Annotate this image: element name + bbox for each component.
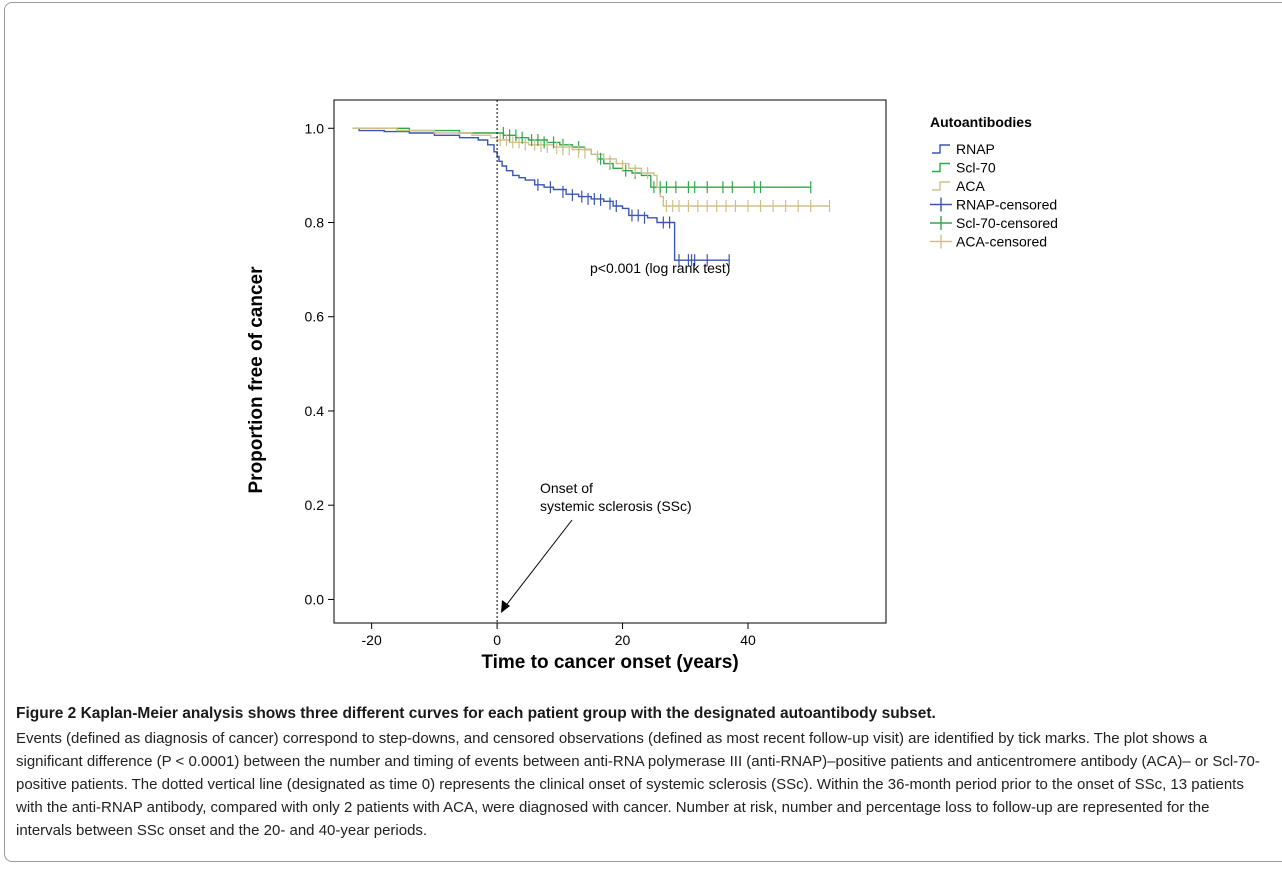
x-tick-label: 20: [615, 632, 631, 648]
y-tick-label: 0.0: [305, 591, 325, 607]
figure-frame: [4, 2, 1282, 862]
legend-label: ACA-censored: [956, 234, 1047, 250]
legend-label: RNAP-censored: [956, 197, 1057, 213]
y-tick-label: 0.4: [305, 403, 325, 419]
x-tick-label: -20: [362, 632, 382, 648]
y-tick-label: 0.2: [305, 497, 325, 513]
x-tick-label: 40: [740, 632, 756, 648]
legend-title: Autoantibodies: [930, 114, 1032, 130]
y-tick-label: 0.6: [305, 309, 325, 325]
legend-swatch-step: [932, 181, 950, 191]
onset-arrowhead: [501, 600, 510, 613]
onset-label-line2: systemic sclerosis (SSc): [540, 498, 692, 514]
y-tick-label: 1.0: [305, 120, 325, 136]
legend-label: RNAP: [956, 141, 995, 157]
kaplan-meier-chart: 0.0 0.2 0.4 0.6 0.8 1.0 -20 0 20 40 Time to cance…: [246, 99, 1058, 673]
legend-swatch-step: [932, 144, 950, 154]
curve-scl-70: [352, 127, 811, 188]
legend-swatch-step: [932, 162, 950, 173]
y-axis-label: Proportion free of cancer: [246, 266, 267, 494]
onset-arrow: [503, 519, 573, 609]
x-tick-label: 0: [493, 632, 501, 648]
curve-rnap: [352, 127, 730, 261]
plot-area: [333, 99, 887, 624]
caption-body: Events (defined as diagnosis of cancer) …: [16, 730, 1260, 839]
onset-label-line1: Onset of: [540, 480, 593, 496]
x-axis-label: Time to cancer onset (years): [481, 652, 738, 673]
figure-caption: Figure 2 Kaplan-Meier analysis shows thr…: [16, 702, 1266, 842]
legend: Autoantibodies RNAP Scl-70 ACA RNAP-censore…: [930, 114, 1058, 250]
y-tick-label: 0.8: [305, 215, 325, 231]
legend-label: Scl-70: [956, 160, 996, 176]
legend-label: ACA: [956, 178, 985, 194]
curve-aca: [352, 127, 830, 207]
caption-title: Figure 2 Kaplan-Meier analysis shows thr…: [16, 705, 936, 722]
legend-label: Scl-70-censored: [956, 215, 1058, 231]
pvalue-annotation: p<0.001 (log rank test): [590, 260, 730, 276]
